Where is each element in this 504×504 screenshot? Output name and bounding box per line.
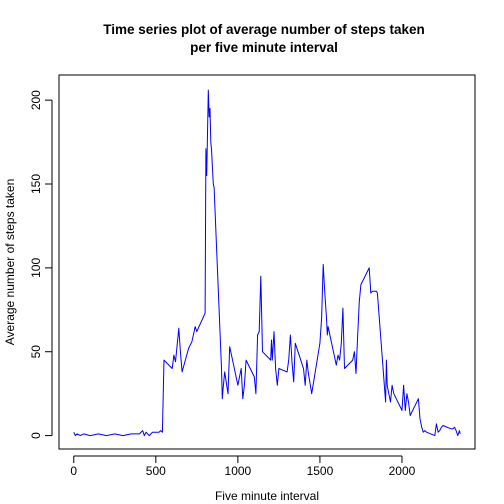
series-line-0 [73, 89, 461, 437]
series-layer [73, 89, 461, 437]
y-axis-label: Average number of steps taken [3, 179, 17, 346]
x-tick-label: 2000 [389, 464, 416, 478]
y-tick-label: 150 [29, 174, 43, 194]
x-axis-label: Five minute interval [215, 489, 319, 503]
x-tick-label: 0 [70, 464, 77, 478]
chart-title-line-1: Time series plot of average number of st… [103, 22, 425, 37]
x-tick-label: 500 [146, 464, 166, 478]
plot-frame [58, 74, 476, 450]
y-tick-label: 100 [29, 258, 43, 278]
chart-title-line-2: per five minute interval [190, 40, 338, 55]
y-tick-label: 0 [29, 432, 43, 439]
x-tick-label: 1500 [307, 464, 334, 478]
y-tick-label: 200 [29, 90, 43, 110]
y-axis: 0 50 100 150 200 [29, 90, 53, 439]
y-tick-label: 50 [29, 345, 43, 359]
x-axis: 0 500 1000 1500 2000 [70, 455, 416, 478]
x-tick-label: 1000 [225, 464, 252, 478]
